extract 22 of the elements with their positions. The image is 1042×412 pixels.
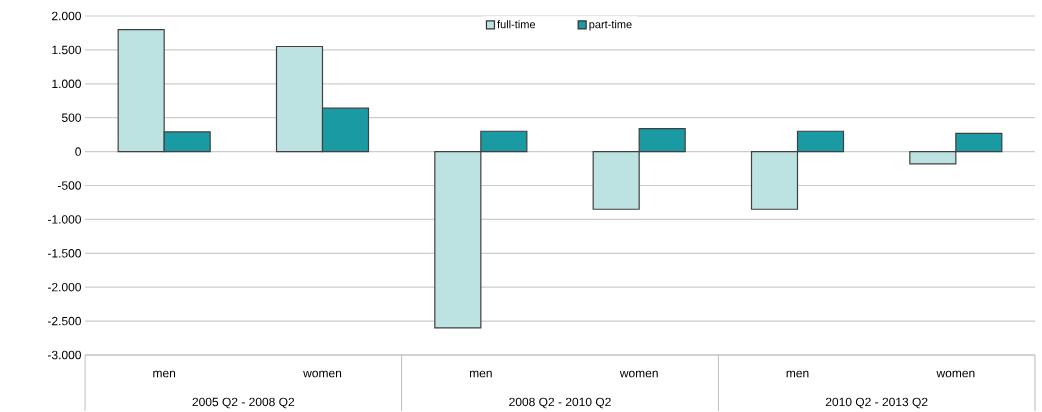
text: 2005 Q2 - 2008 Q2	[192, 397, 295, 409]
y-tick-label: 0	[75, 147, 81, 157]
y-tick-label: 1.000	[52, 79, 81, 89]
text: 2010 Q2 - 2013 Q2	[825, 397, 928, 409]
x-tick-label: men	[153, 370, 176, 378]
legend-label: full-time	[497, 20, 536, 29]
y-tick-label: -1.000	[47, 215, 81, 224]
text: 2008 Q2 - 2010 Q2	[509, 397, 611, 409]
y-tick-label: -2.500	[47, 317, 81, 326]
y-tick-label: -1.500	[47, 249, 81, 258]
x-tick-label: women	[619, 370, 658, 378]
y-tick-label: -500	[57, 181, 81, 190]
x-tick-label: men	[469, 370, 492, 378]
y-tick-label: 500	[61, 113, 81, 123]
y-tick-label: 2.000	[52, 11, 81, 21]
y-tick-label: -2.000	[47, 283, 81, 292]
x-tick-label: women	[936, 370, 975, 378]
y-tick-label: 1.500	[52, 45, 81, 55]
y-tick-label: -3.000	[47, 350, 81, 360]
x-tick-label: men	[786, 370, 809, 378]
x-tick-label: women	[303, 370, 342, 378]
legend-label: part-time	[589, 20, 632, 31]
